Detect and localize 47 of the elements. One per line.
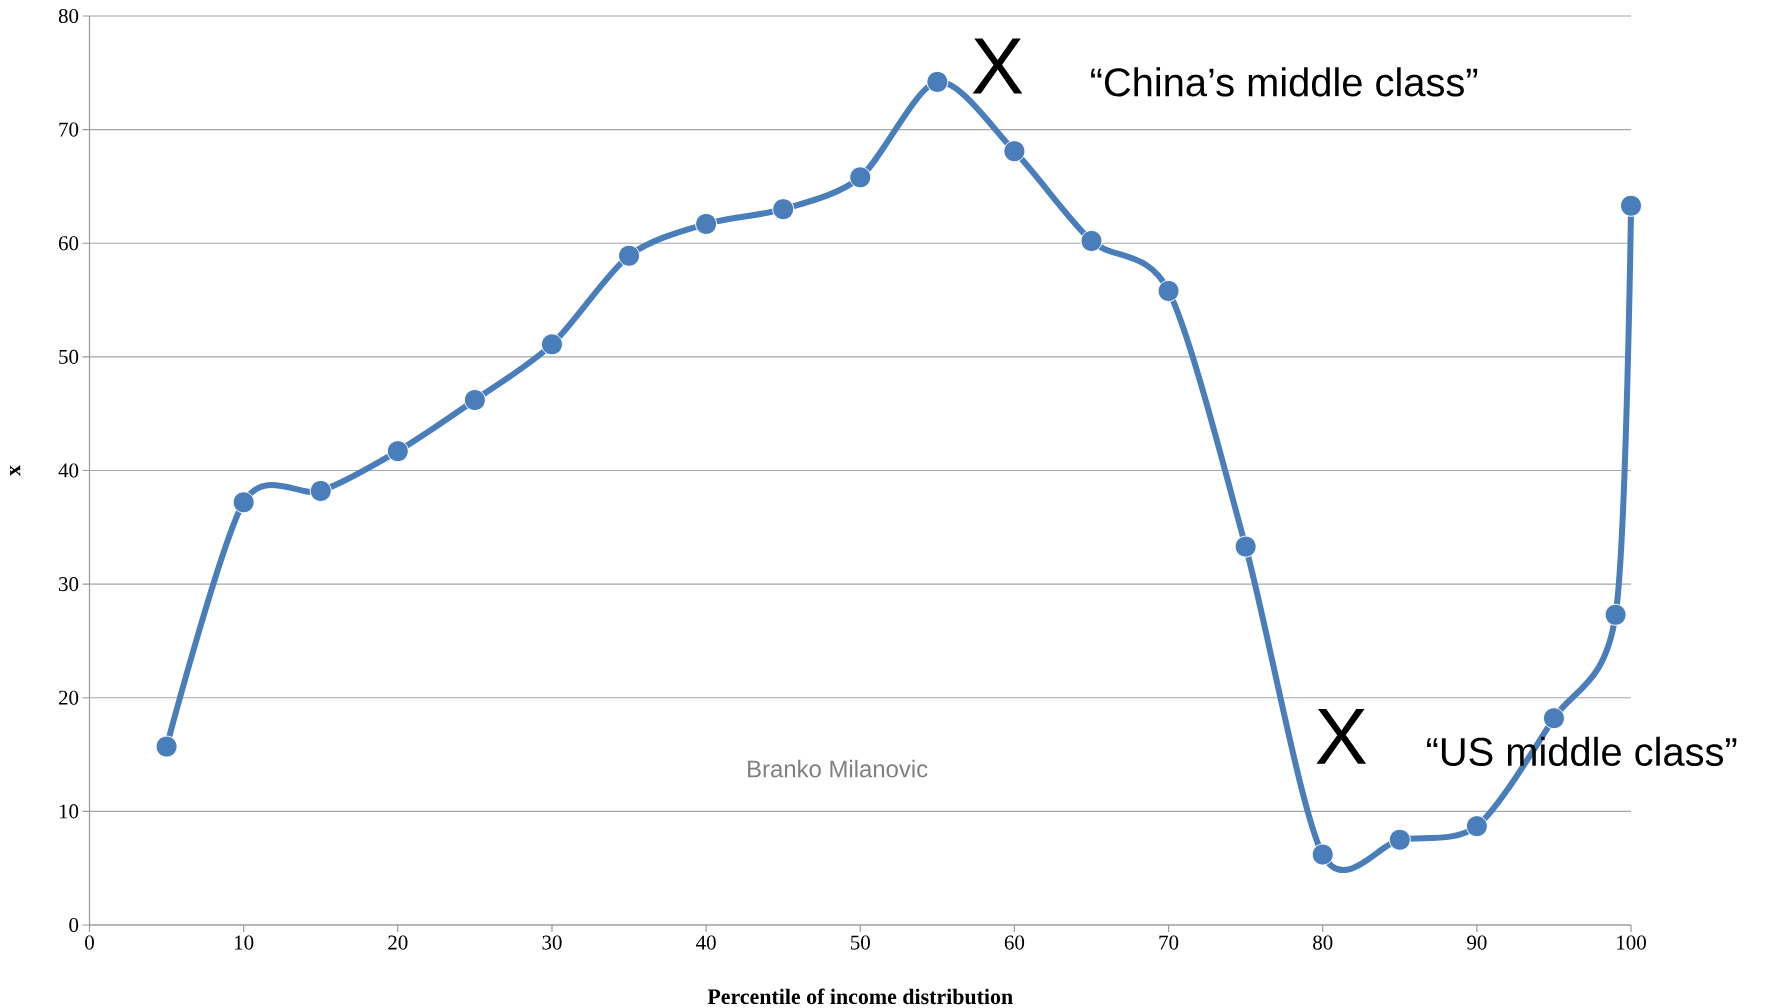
y-tick-label: 50 <box>59 349 79 364</box>
x-tick-label: 0 <box>85 935 94 950</box>
y-tick-label: 10 <box>59 804 79 819</box>
point <box>1465 815 1488 838</box>
point <box>463 389 486 412</box>
point <box>386 440 409 463</box>
y-tick-label: 40 <box>58 463 79 478</box>
point <box>695 212 718 235</box>
annotation: X <box>972 38 1023 94</box>
annotation: “China’s middle class” <box>1091 67 1478 97</box>
point <box>1080 229 1103 252</box>
x-tick-label: 50 <box>851 935 870 950</box>
point <box>155 735 178 758</box>
y-tick-label: 20 <box>58 690 79 705</box>
point <box>772 198 795 221</box>
point <box>849 166 872 189</box>
point <box>540 333 563 356</box>
point <box>1003 140 1026 163</box>
x-tick-label: 80 <box>1313 935 1333 950</box>
point <box>618 244 641 267</box>
point <box>1157 279 1180 302</box>
y-axis-title: x <box>10 465 21 476</box>
y-tick-label: 80 <box>58 8 79 24</box>
y-tick-label: 60 <box>58 236 79 251</box>
x-tick-label: 20 <box>388 935 408 950</box>
annotation: X <box>1316 708 1367 764</box>
point <box>926 70 949 93</box>
x-tick-label: 30 <box>542 935 562 950</box>
point <box>1388 828 1411 851</box>
point <box>1311 843 1334 866</box>
point <box>1604 603 1627 626</box>
point <box>232 491 255 514</box>
x-axis-title: Percentile of income distribution <box>707 988 1013 1005</box>
x-tick-label: 40 <box>696 935 716 950</box>
y-tick-label: 70 <box>59 122 79 137</box>
x-tick-label: 90 <box>1467 935 1487 950</box>
point <box>1620 194 1643 217</box>
x-tick-label: 100 <box>1617 935 1646 950</box>
y-tick-label: 30 <box>59 577 79 592</box>
x-tick-label: 70 <box>1159 935 1179 950</box>
point <box>309 479 332 502</box>
point <box>1234 535 1257 558</box>
x-tick-label: 60 <box>1004 935 1025 950</box>
point <box>1542 707 1565 730</box>
x-tick-label: 10 <box>235 935 254 950</box>
annotation: Branko Milanovic <box>748 759 928 778</box>
y-tick-label: 0 <box>69 917 79 933</box>
